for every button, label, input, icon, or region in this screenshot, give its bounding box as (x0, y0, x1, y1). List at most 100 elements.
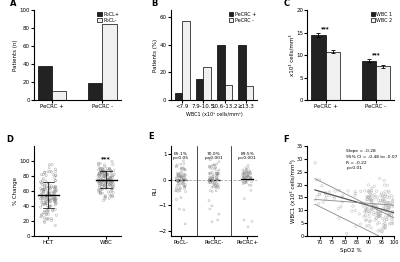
Point (43, 197, 49, 201)
Point (214, 184, 221, 188)
Point (246, 183, 252, 187)
Point (102, 174, 108, 179)
Point (214, 175, 220, 179)
Point (51, 198, 58, 202)
Point (182, 167, 188, 172)
Point (41, 186, 48, 190)
Point (380, 193, 386, 197)
Point (366, 188, 372, 193)
Point (103, 182, 109, 186)
Point (376, 211, 383, 216)
Bar (225, 85, 232, 100)
Point (48, 217, 54, 221)
Point (40, 188, 47, 192)
Point (109, 159, 115, 163)
Point (109, 179, 116, 183)
Point (386, 205, 392, 210)
Point (180, 178, 186, 182)
Point (212, 181, 218, 185)
Point (97, 190, 104, 194)
Point (50, 195, 56, 199)
Point (100, 177, 106, 181)
Point (214, 172, 220, 176)
Text: B: B (152, 0, 158, 8)
Point (208, 179, 215, 183)
Point (366, 215, 372, 219)
Point (43, 212, 49, 216)
Point (98, 171, 104, 175)
Point (243, 180, 249, 184)
Point (176, 180, 183, 184)
Point (110, 184, 117, 189)
Point (50, 173, 57, 177)
Point (209, 166, 216, 170)
Point (247, 177, 254, 181)
Point (242, 172, 248, 176)
Point (241, 176, 248, 180)
Point (180, 174, 187, 178)
Point (182, 177, 188, 181)
Point (37, 196, 44, 201)
Point (248, 188, 254, 192)
Point (176, 178, 182, 182)
Point (382, 206, 389, 210)
Point (316, 192, 323, 196)
Point (320, 200, 326, 204)
Point (243, 165, 249, 170)
Point (207, 171, 214, 176)
Point (43, 194, 49, 198)
Point (101, 185, 108, 189)
Point (106, 179, 112, 183)
Point (108, 188, 115, 192)
Point (210, 173, 216, 177)
Point (180, 178, 186, 182)
Point (39, 179, 46, 183)
Point (95, 172, 102, 177)
Point (182, 177, 189, 182)
Point (243, 168, 249, 172)
Point (100, 167, 106, 171)
Point (322, 190, 328, 195)
Point (212, 165, 218, 169)
Point (44, 195, 50, 200)
Point (244, 178, 250, 182)
Point (96, 179, 102, 183)
Point (362, 210, 368, 214)
Point (107, 177, 113, 181)
Point (40, 188, 46, 192)
Bar (38, 66, 52, 100)
Point (45, 191, 51, 195)
Point (45, 212, 52, 216)
Point (53, 201, 59, 205)
Point (381, 199, 387, 204)
Point (374, 209, 381, 214)
Text: p<0.001: p<0.001 (238, 156, 257, 160)
Point (43, 201, 49, 206)
Point (375, 198, 381, 202)
Point (386, 201, 392, 205)
Point (43, 194, 50, 198)
Point (216, 212, 222, 216)
Point (182, 172, 188, 176)
Point (245, 225, 251, 229)
Point (109, 194, 116, 199)
Point (174, 163, 180, 167)
Point (363, 207, 370, 211)
Point (361, 214, 367, 219)
Point (247, 172, 254, 176)
Point (102, 197, 108, 201)
Point (206, 179, 212, 183)
Point (210, 184, 216, 189)
Point (383, 210, 390, 214)
Point (102, 165, 108, 169)
Point (43, 185, 50, 189)
Point (39, 196, 46, 201)
Point (51, 189, 58, 193)
Point (366, 220, 373, 224)
Point (107, 193, 113, 197)
Point (51, 189, 57, 194)
Point (376, 221, 382, 225)
Text: ***: *** (321, 26, 330, 31)
Point (108, 179, 114, 183)
Point (42, 201, 49, 206)
